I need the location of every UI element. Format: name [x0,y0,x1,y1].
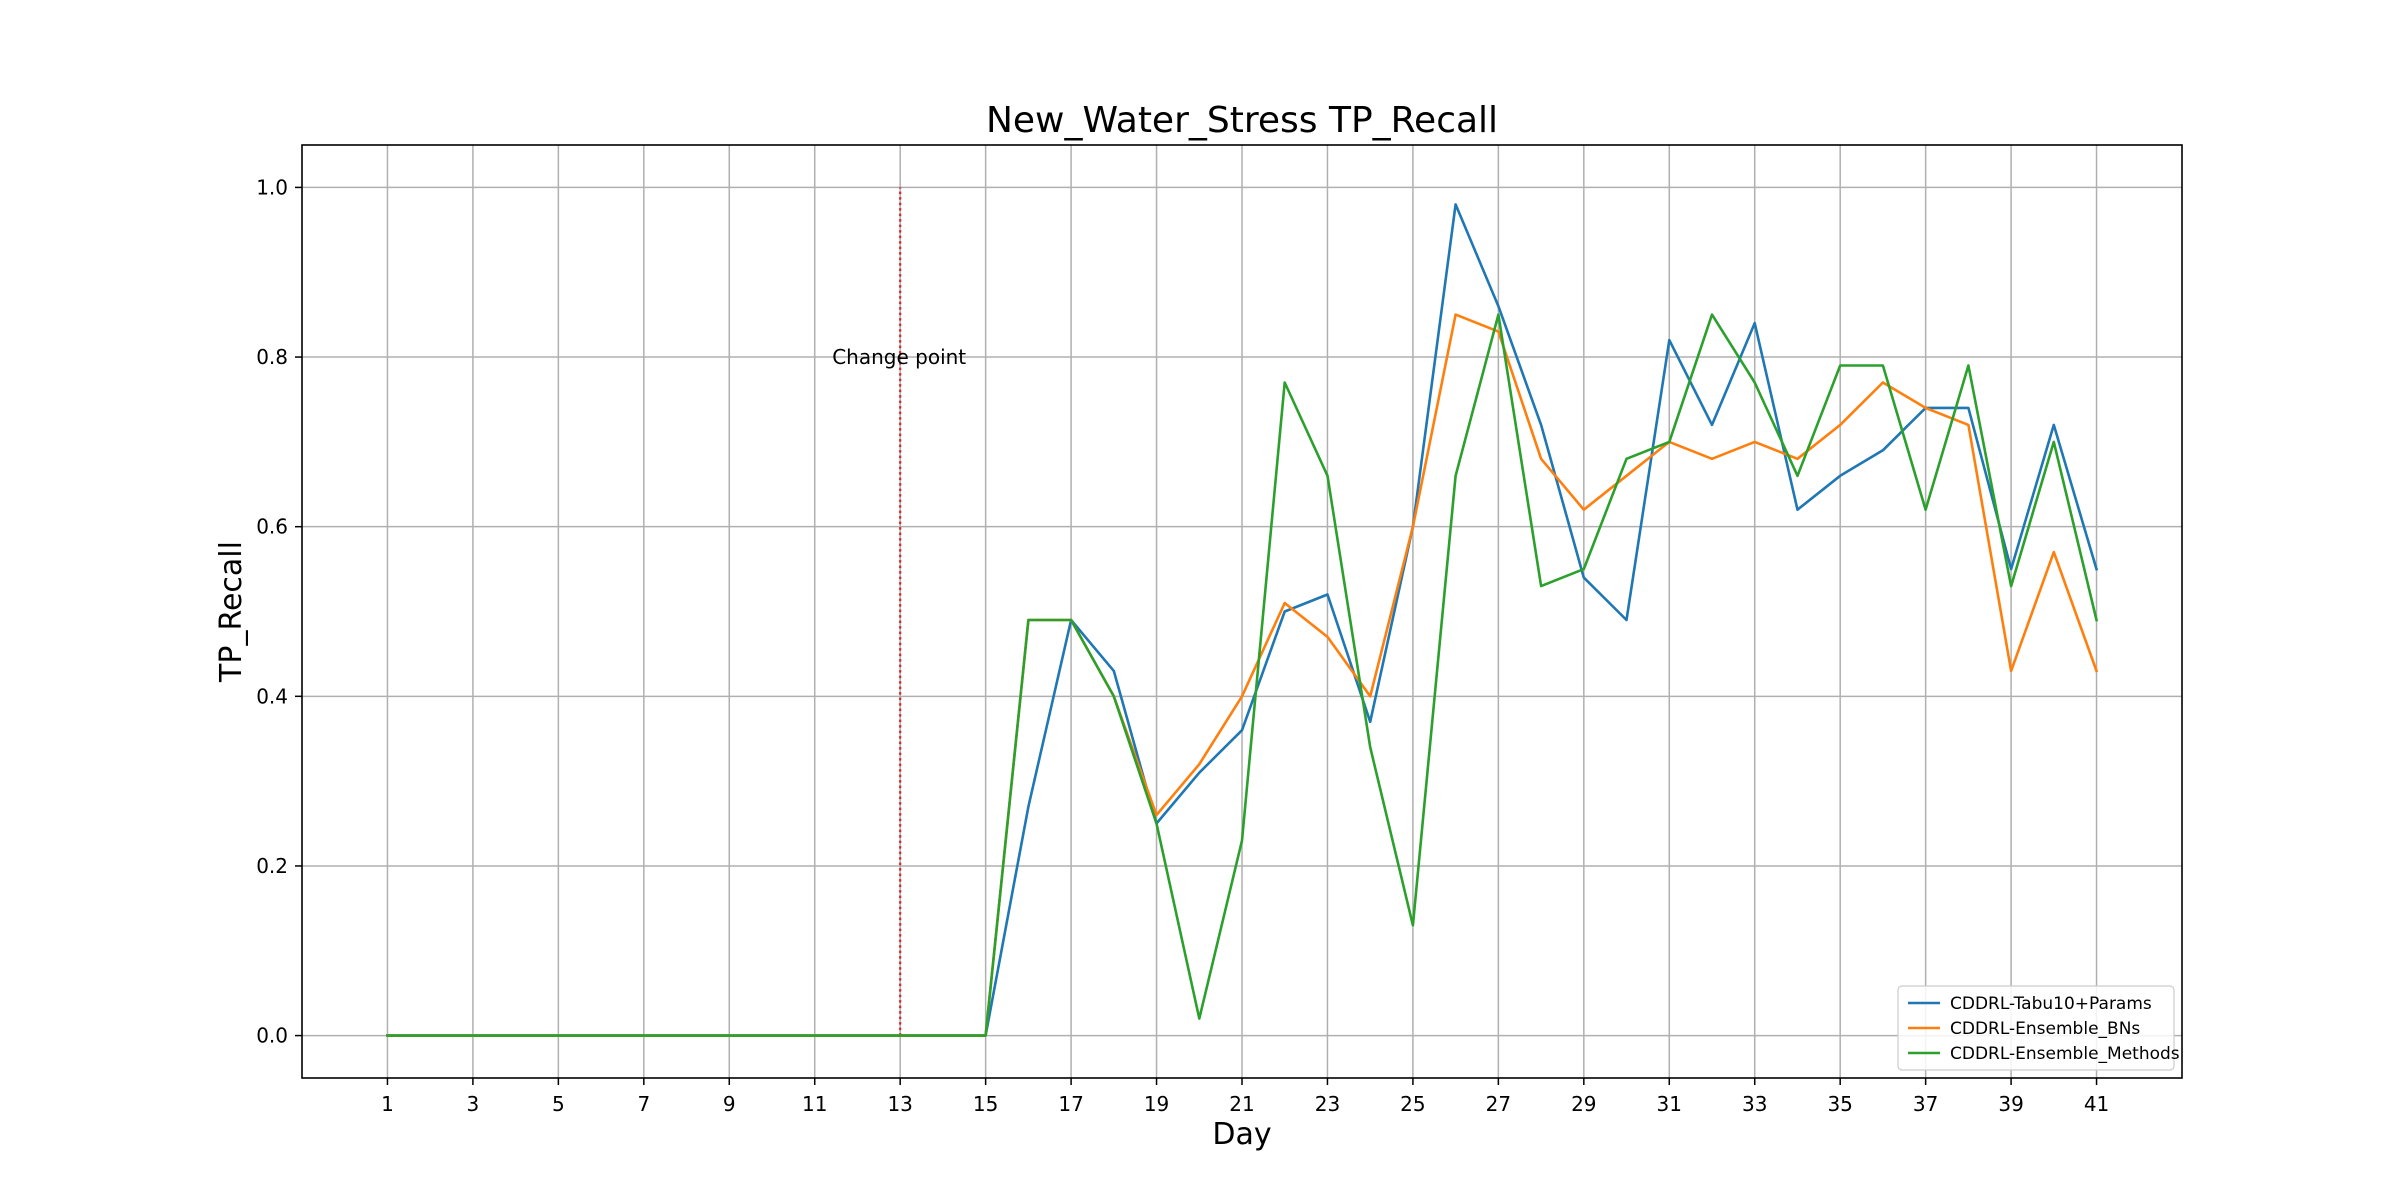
x-tick-label: 25 [1400,1092,1425,1116]
x-tick-label: 1 [381,1092,394,1116]
y-tick-label: 1.0 [256,175,288,199]
y-tick-label: 0.6 [256,515,288,539]
series-line-3 [386,313,2099,1037]
legend: CDDRL-Tabu10+Params CDDRL-Ensemble_BNs CDD… [1897,985,2180,1071]
x-tick-label: 33 [1742,1092,1767,1116]
x-tick-label: 35 [1827,1092,1852,1116]
x-tick-label: 39 [1998,1092,2023,1116]
x-tick-label: 31 [1657,1092,1682,1116]
y-axis: 0.0 0.2 0.4 0.6 0.8 1.0 [256,175,302,1048]
y-tick-label: 0.4 [256,684,288,708]
chart-title: New_Water_Stress TP_Recall [986,100,1498,141]
x-tick-label: 7 [637,1092,650,1116]
y-tick-label: 0.0 [256,1024,288,1048]
x-tick-label: 23 [1315,1092,1340,1116]
x-tick-label: 3 [467,1092,480,1116]
x-tick-label: 17 [1058,1092,1083,1116]
legend-label: CDDRL-Ensemble_Methods [1950,1044,2180,1064]
series-group [386,203,2099,1037]
x-tick-label: 21 [1229,1092,1254,1116]
x-tick-label: 9 [723,1092,736,1116]
x-tick-label: 19 [1144,1092,1169,1116]
x-axis: 1 3 5 7 9 11 13 15 17 19 21 23 25 27 29 31 33 35 37 39 41 [381,1078,2109,1116]
x-tick-label: 29 [1571,1092,1596,1116]
x-tick-label: 41 [2084,1092,2109,1116]
x-tick-label: 37 [1913,1092,1938,1116]
annotations: Change point [832,187,966,1036]
legend-box [1897,985,2175,1071]
legend-label: CDDRL-Ensemble_BNs [1950,1019,2140,1039]
legend-label: CDDRL-Tabu10+Params [1950,994,2152,1014]
y-tick-label: 0.2 [256,854,288,878]
x-axis-label: Day [1212,1117,1271,1152]
y-tick-label: 0.8 [256,345,288,369]
change-point-label: Change point [832,345,966,369]
x-tick-label: 11 [802,1092,827,1116]
x-tick-label: 15 [973,1092,998,1116]
y-axis-label: TP_Recall [214,541,249,683]
x-tick-label: 27 [1486,1092,1511,1116]
x-tick-label: 13 [887,1092,912,1116]
grid [302,145,2182,1078]
x-tick-label: 5 [552,1092,565,1116]
